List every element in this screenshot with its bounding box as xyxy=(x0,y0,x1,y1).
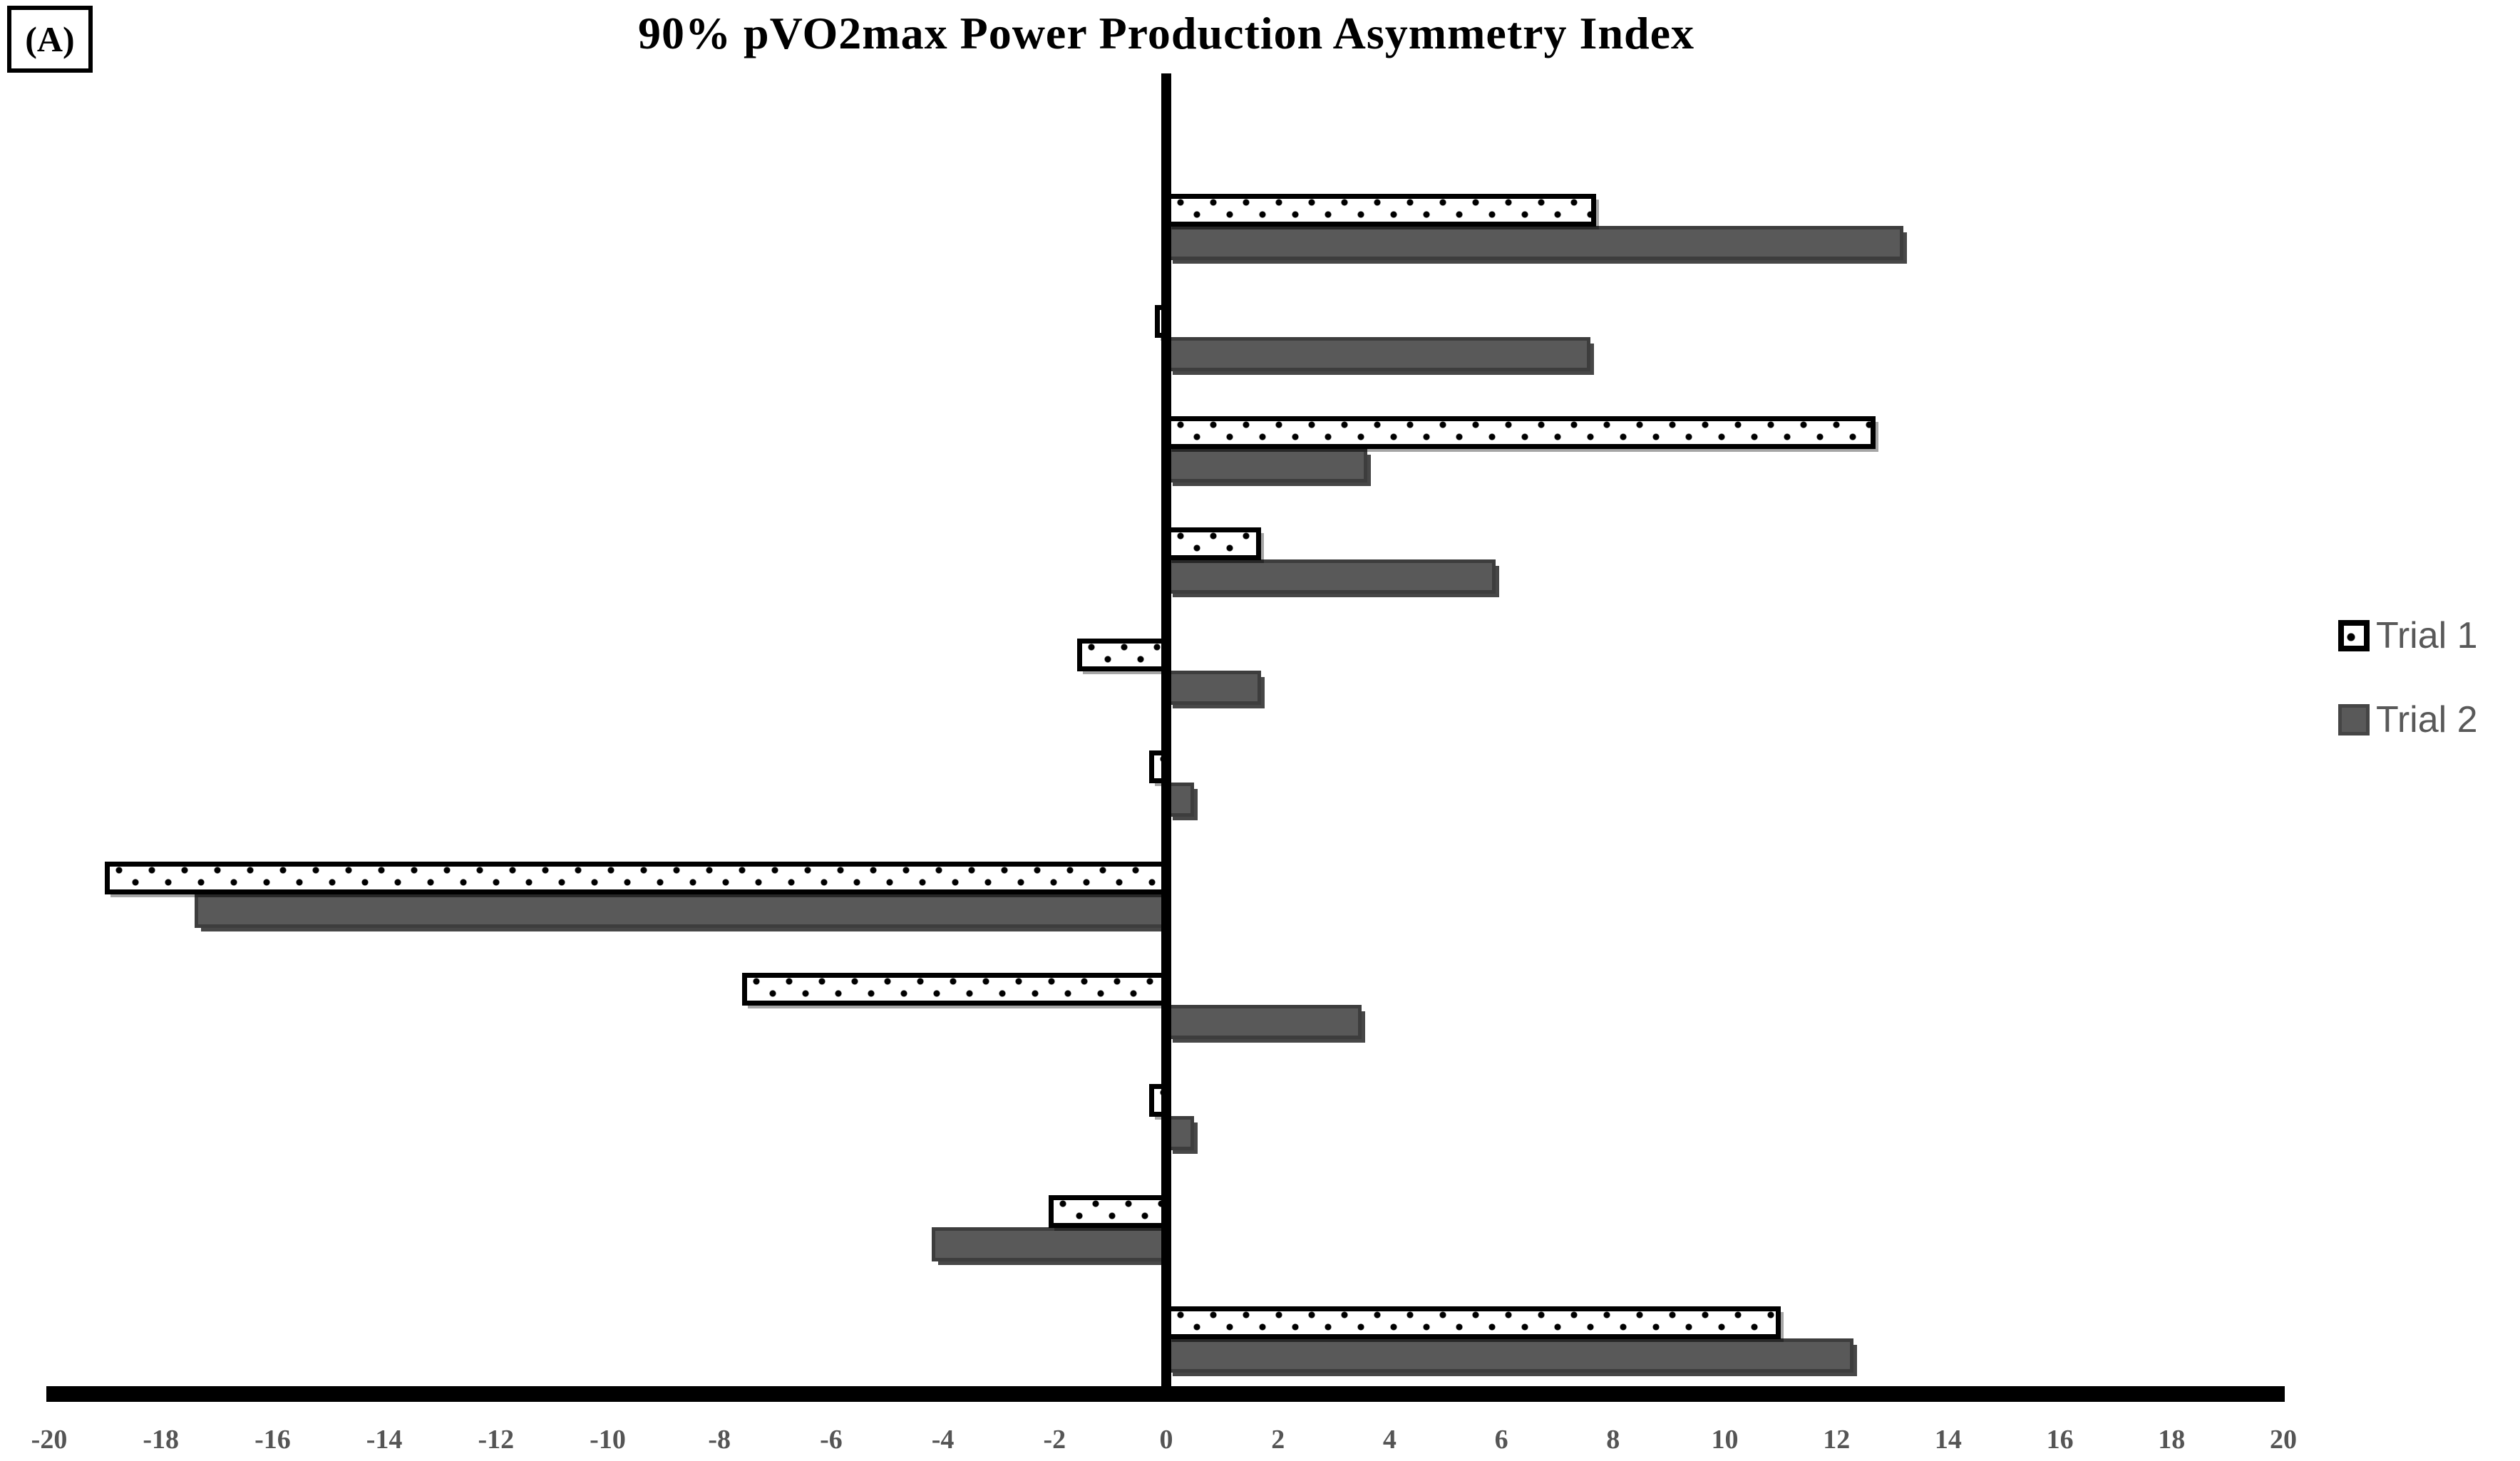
legend-label-trial1: Trial 1 xyxy=(2376,615,2478,656)
x-tick-label--2: -2 xyxy=(1043,1425,1066,1455)
bar-trial1-row-10 xyxy=(1049,1195,1167,1228)
bar-trial1-row-4 xyxy=(1166,527,1261,560)
bar-trial1-row-8 xyxy=(741,973,1166,1006)
x-tick-label-10: 10 xyxy=(1711,1425,1739,1455)
bar-trial1-row-3 xyxy=(1166,416,1876,449)
x-tick-label-18: 18 xyxy=(2158,1425,2186,1455)
x-tick-label-2: 2 xyxy=(1271,1425,1285,1455)
bar-trial1-row-11 xyxy=(1166,1306,1781,1339)
chart-title: 90% pVO2max Power Production Asymmetry I… xyxy=(637,8,1695,58)
x-tick-label--10: -10 xyxy=(590,1425,626,1455)
x-tick-label--18: -18 xyxy=(143,1425,180,1455)
bar-trial1-row-7 xyxy=(105,862,1167,894)
bar-trial2-row-1 xyxy=(1166,226,1903,260)
bar-trial2-row-4 xyxy=(1166,559,1496,594)
legend-item-trial2: Trial 2 xyxy=(2338,701,2478,738)
x-tick-label-12: 12 xyxy=(1823,1425,1851,1455)
x-tick-label--12: -12 xyxy=(478,1425,515,1455)
x-tick-label-4: 4 xyxy=(1382,1425,1397,1455)
x-tick-label--8: -8 xyxy=(708,1425,731,1455)
bar-trial1-row-1 xyxy=(1166,194,1596,227)
bar-trial2-row-5 xyxy=(1166,671,1261,705)
zero-axis-line xyxy=(1161,73,1171,1400)
x-tick-label-8: 8 xyxy=(1606,1425,1620,1455)
x-tick-label--6: -6 xyxy=(820,1425,843,1455)
x-tick-label--14: -14 xyxy=(366,1425,403,1455)
x-tick-label-14: 14 xyxy=(1934,1425,1962,1455)
panel-label: (A) xyxy=(25,19,75,59)
x-tick-label-16: 16 xyxy=(2046,1425,2074,1455)
trial1-swatch-icon xyxy=(2338,620,2370,651)
x-tick-label--4: -4 xyxy=(931,1425,955,1455)
x-tick-label-6: 6 xyxy=(1494,1425,1508,1455)
bar-trial2-row-10 xyxy=(931,1227,1166,1261)
bar-trial2-row-7 xyxy=(194,894,1166,928)
x-tick-label--16: -16 xyxy=(254,1425,291,1455)
x-tick-label--20: -20 xyxy=(31,1425,68,1455)
legend: Trial 1 Trial 2 xyxy=(2338,617,2478,785)
bar-trial2-row-11 xyxy=(1166,1338,1853,1373)
x-axis-line xyxy=(46,1386,2285,1402)
x-tick-label-0: 0 xyxy=(1159,1425,1173,1455)
bar-trial2-row-2 xyxy=(1166,337,1590,371)
x-tick-label-20: 20 xyxy=(2270,1425,2297,1455)
bar-trial2-row-8 xyxy=(1166,1005,1362,1039)
trial2-swatch-icon xyxy=(2338,704,2370,735)
legend-label-trial2: Trial 2 xyxy=(2376,699,2478,740)
bar-trial2-row-3 xyxy=(1166,448,1367,482)
legend-item-trial1: Trial 1 xyxy=(2338,617,2478,654)
bar-trial1-row-5 xyxy=(1076,639,1166,671)
panel-label-box: (A) xyxy=(7,6,93,73)
